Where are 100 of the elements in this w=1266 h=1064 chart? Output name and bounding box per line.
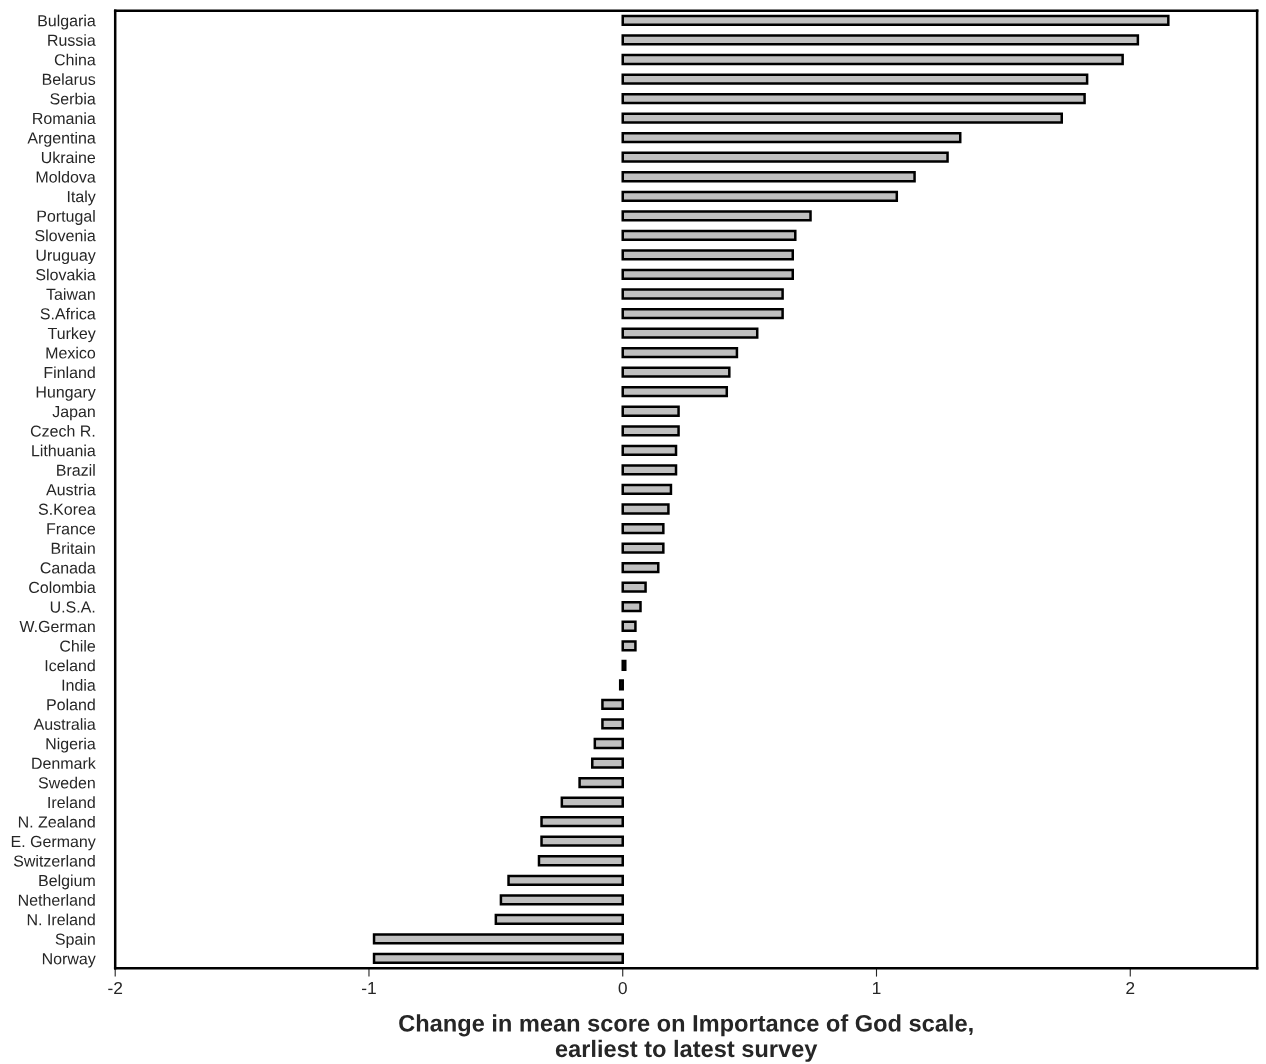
bar <box>372 933 624 945</box>
y-tick-label: Spain <box>55 933 95 949</box>
y-tick-label: Moldova <box>36 170 96 183</box>
bar <box>621 561 660 574</box>
y-tick-label: Taiwan <box>46 288 95 300</box>
bar <box>621 659 627 671</box>
bar <box>621 307 784 320</box>
bar <box>621 34 1140 46</box>
y-tick-label: Czech R. <box>30 425 95 437</box>
bar <box>621 640 637 652</box>
y-tick-label: Belarus <box>42 73 96 85</box>
y-tick-label: Mexico <box>46 346 96 359</box>
y-tick-label: Netherland <box>18 894 95 906</box>
bar <box>507 874 624 886</box>
bar <box>601 698 624 711</box>
bar <box>621 268 794 281</box>
y-tick-label: Romania <box>33 112 96 125</box>
bar <box>591 757 624 769</box>
bar <box>621 132 962 144</box>
bar <box>621 522 665 535</box>
bar <box>621 229 797 242</box>
y-tick-label: Switzerland <box>13 854 95 867</box>
y-tick-label: U.S.A. <box>50 601 95 613</box>
y-tick-label: India <box>62 679 96 691</box>
y-tick-label: Ukraine <box>41 151 96 164</box>
y-tick-label: Brazil <box>57 464 95 476</box>
bar <box>621 288 784 300</box>
y-tick-label: Chile <box>60 640 96 652</box>
y-tick-label: Italy <box>67 190 96 206</box>
x-tick-label: 0 <box>618 981 627 995</box>
bar <box>621 112 1063 124</box>
y-tick-label: Hungary <box>36 386 96 401</box>
y-tick-label: Sweden <box>38 776 95 789</box>
bar <box>621 366 731 378</box>
bar <box>494 913 624 926</box>
bar <box>621 171 916 183</box>
bar <box>621 14 1170 27</box>
y-tick-label: Turkey <box>47 327 96 343</box>
y-tick-label: Ireland <box>48 796 95 809</box>
y-tick-label: Russia <box>48 34 96 46</box>
bar <box>621 464 678 476</box>
x-tick-label: 1 <box>872 982 881 995</box>
bar <box>621 425 680 437</box>
y-tick-label: N. Zealand <box>18 815 95 828</box>
x-tick-label: 2 <box>1126 981 1135 995</box>
bar <box>621 405 680 417</box>
y-tick-label: Nigeria <box>46 737 96 753</box>
bar <box>593 737 624 750</box>
y-tick-label: Poland <box>47 698 95 711</box>
y-tick-label: S.Africa <box>40 307 96 320</box>
x-axis-title: Change in mean score on Importance of God scale, earliest to latest survey <box>399 1014 973 1062</box>
bar <box>621 503 670 515</box>
bar <box>621 190 899 202</box>
bar <box>578 776 624 789</box>
bar <box>621 483 673 496</box>
y-tick-label: Serbia <box>50 92 96 105</box>
y-tick-label: N. Ireland <box>27 913 95 926</box>
y-tick-label: Finland <box>44 366 95 379</box>
bar <box>621 92 1086 105</box>
y-tick-label: Denmark <box>32 757 96 769</box>
y-tick-label: Canada <box>40 561 96 574</box>
bar <box>372 952 624 965</box>
y-tick-label: Austria <box>46 483 96 496</box>
y-tick-label: China <box>54 53 96 66</box>
bar <box>601 718 624 730</box>
y-tick-label: Britain <box>51 542 95 555</box>
y-tick-label: Belgium <box>39 874 95 890</box>
y-tick-label: Slovakia <box>36 268 96 281</box>
bar <box>621 601 642 613</box>
bar <box>537 855 624 867</box>
y-tick-label: Norway <box>42 953 96 968</box>
bar <box>618 679 624 691</box>
x-tick-label: -1 <box>362 982 376 995</box>
y-tick-label: S.Korea <box>38 503 96 515</box>
y-tick-label: France <box>47 523 96 535</box>
y-tick-label: Portugal <box>37 210 95 225</box>
y-tick-label: Uruguay <box>36 249 96 265</box>
bar <box>621 249 794 261</box>
y-tick-label: Iceland <box>45 659 95 672</box>
bar <box>621 327 759 339</box>
y-tick-label: Colombia <box>29 581 96 594</box>
y-tick-label: E. Germany <box>11 835 96 851</box>
bar <box>621 620 637 632</box>
bar <box>621 542 665 554</box>
y-tick-label: W.German <box>19 620 95 633</box>
bar <box>499 894 624 906</box>
y-tick-label: Japan <box>52 406 95 421</box>
y-tick-label: Bulgaria <box>38 14 96 30</box>
bar <box>621 53 1124 66</box>
bar <box>560 796 624 808</box>
y-tick-label: Slovenia <box>35 229 96 242</box>
bar <box>621 73 1089 85</box>
y-tick-label: Lithuania <box>32 444 96 457</box>
x-tick-label: -2 <box>108 981 123 995</box>
bar <box>621 444 678 456</box>
bar <box>621 151 949 163</box>
bar <box>540 835 624 847</box>
y-tick-label: Australia <box>33 718 96 730</box>
bar <box>621 210 812 222</box>
bar <box>621 346 739 359</box>
